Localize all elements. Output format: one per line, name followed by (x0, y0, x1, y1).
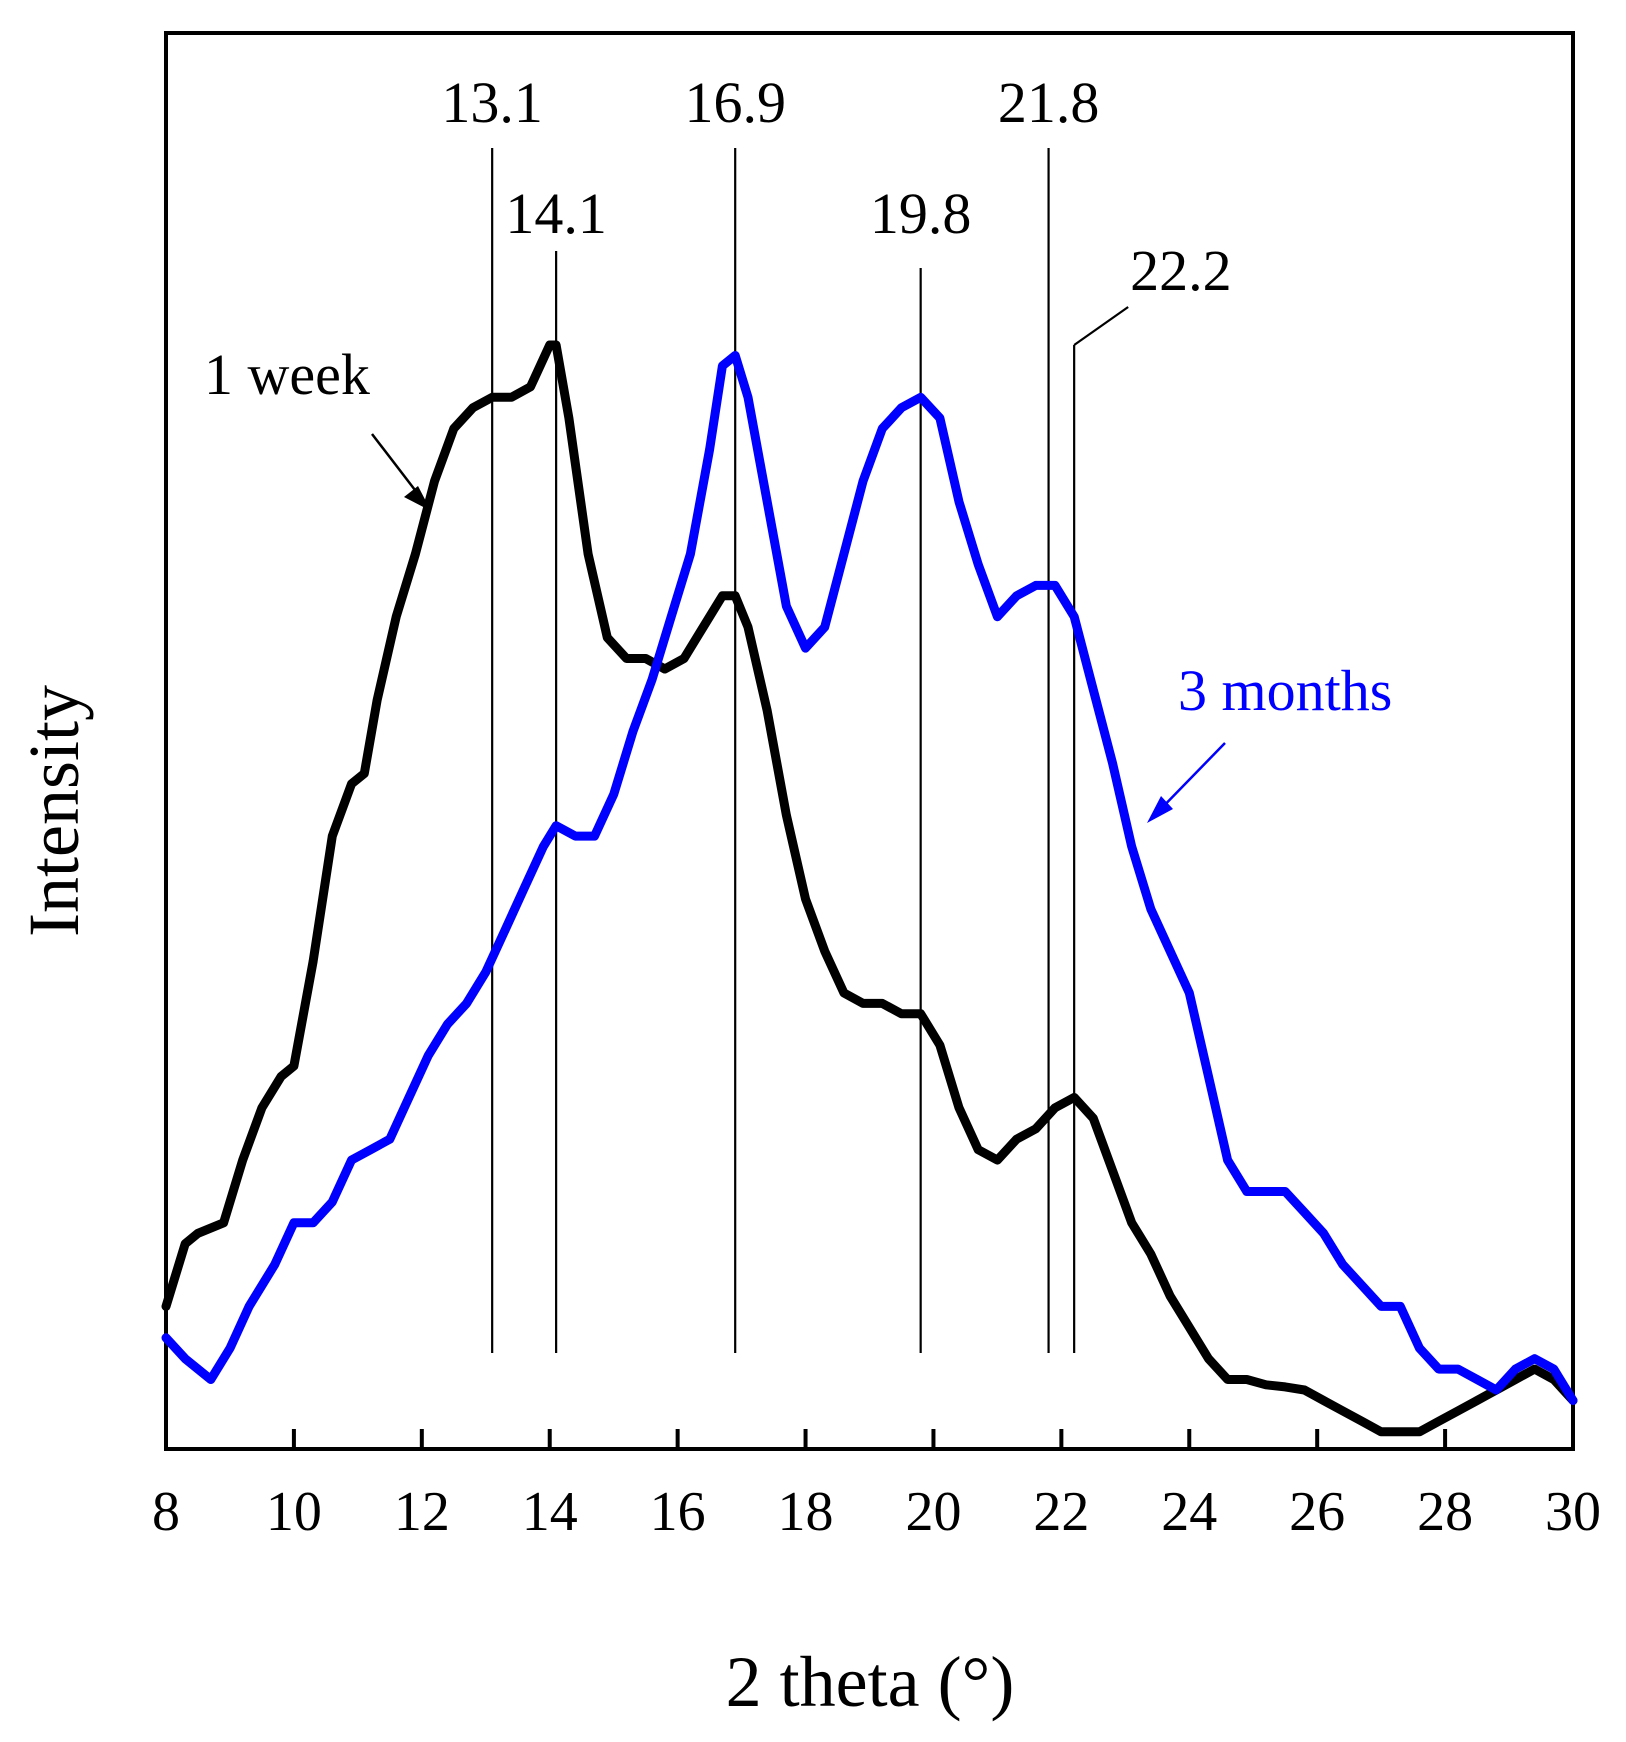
reference-leader-22.2 (1073, 306, 1129, 346)
x-tick-label-18: 18 (778, 1481, 834, 1543)
x-tick-label-30: 30 (1545, 1481, 1601, 1543)
x-tick-label-28: 28 (1417, 1481, 1473, 1543)
x-tick-label-24: 24 (1161, 1481, 1217, 1543)
arrowhead-3-months (1147, 796, 1173, 823)
x-tick-label-16: 16 (650, 1481, 706, 1543)
peak-label-14.1: 14.1 (505, 181, 607, 246)
arrowhead-1-week (404, 486, 431, 511)
series-line-3-months (161, 351, 1578, 1405)
x-tick-label-12: 12 (394, 1481, 450, 1543)
series-layer (161, 340, 1578, 1437)
x-tick-label-10: 10 (266, 1481, 322, 1543)
peak-label-16.9: 16.9 (684, 70, 786, 135)
series-label-3-months: 3 months (1178, 658, 1392, 723)
peak-label-21.8: 21.8 (998, 70, 1100, 135)
x-axis-title: 2 theta (°) (726, 1642, 1015, 1722)
plot-frame (164, 31, 1575, 1451)
peak-label-19.8: 19.8 (870, 181, 972, 246)
x-tick-label-8: 8 (152, 1481, 180, 1543)
peak-label-22.2: 22.2 (1130, 238, 1232, 303)
x-tick-label-14: 14 (522, 1481, 578, 1543)
reference-lines: 13.1 14.1 16.9 19.8 21.8 22.2 (441, 70, 1232, 1353)
x-tick-label-20: 20 (905, 1481, 961, 1543)
y-axis-title: Intensity (14, 685, 94, 937)
x-tick-label-22: 22 (1033, 1481, 1089, 1543)
series-line-1-week (161, 340, 1578, 1437)
x-tick-label-26: 26 (1289, 1481, 1345, 1543)
series-label-1-week: 1 week (204, 342, 370, 407)
peak-label-13.1: 13.1 (441, 70, 543, 135)
x-axis-ticks: 8 10 12 14 16 18 20 22 24 26 28 30 (152, 1429, 1601, 1543)
